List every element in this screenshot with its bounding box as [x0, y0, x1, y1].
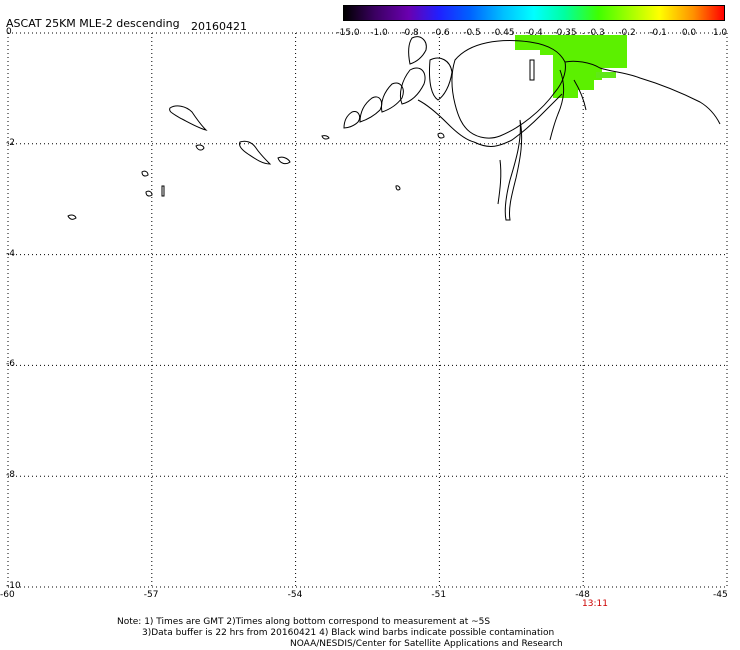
colorbar-label: -1.0: [370, 28, 388, 38]
y-tick-label: 0: [6, 27, 12, 37]
y-tick-label: -2: [6, 137, 15, 148]
y-tick-label: -8: [6, 470, 15, 481]
colorbar-label: -0.4: [525, 28, 543, 38]
ascat-data-swath: [515, 35, 627, 98]
note-line-3: NOAA/NESDIS/Center for Satellite Applica…: [290, 639, 563, 649]
y-tick-label: -10: [6, 581, 21, 591]
x-tick-label: -45: [713, 590, 728, 600]
colorbar: [343, 5, 725, 21]
colorbar-label: -0.2: [618, 28, 636, 38]
colorbar-label: -0.8: [401, 28, 419, 38]
colorbar-label: -0.1: [649, 28, 667, 38]
map-date: 20160421: [191, 20, 247, 33]
x-tick-label: -54: [287, 590, 303, 600]
x-tick-label: -60: [0, 590, 15, 600]
colorbar-label: -0.45: [491, 28, 515, 38]
y-tick-label: -6: [6, 359, 15, 370]
map-title: ASCAT 25KM MLE-2 descending: [6, 17, 180, 30]
x-tick-label: -51: [431, 590, 447, 600]
map-grid: [7, 32, 728, 588]
x-tick-label: -57: [143, 590, 159, 600]
note-line-1: Note: 1) Times are GMT 2)Times along bot…: [117, 617, 491, 627]
coastline: [67, 36, 721, 221]
note-line-2: 3)Data buffer is 22 hrs from 20160421 4)…: [142, 628, 555, 638]
time-label: 13:11: [582, 599, 608, 609]
y-tick-label: -4: [6, 248, 15, 259]
x-tick-label: -48: [575, 590, 590, 600]
